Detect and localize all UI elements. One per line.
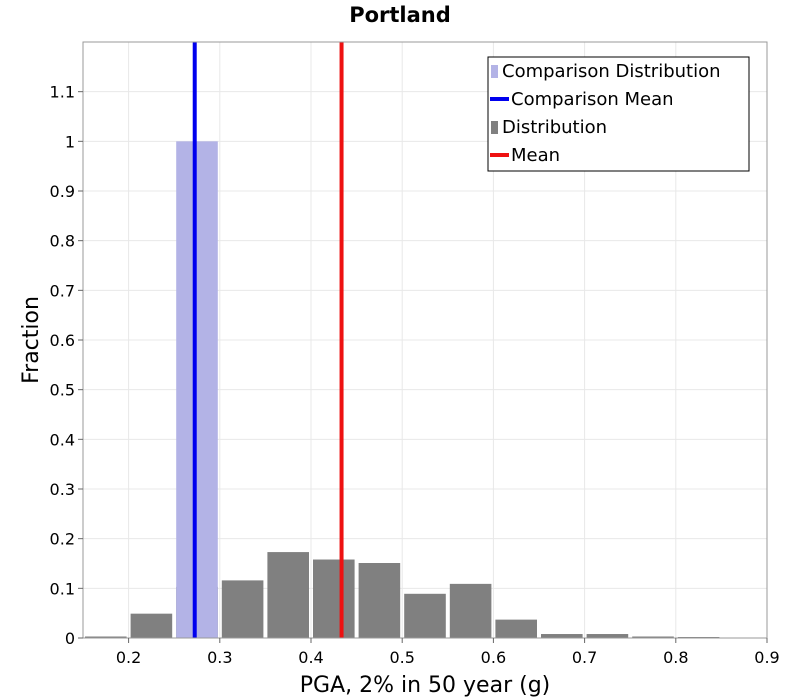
distribution-bar <box>130 613 173 638</box>
distribution-bar <box>541 634 583 638</box>
y-tick-label: 0.6 <box>50 331 75 350</box>
bars <box>85 141 765 639</box>
y-axis-label: Fraction <box>19 296 44 384</box>
x-tick-label: 0.2 <box>116 648 141 667</box>
comparison-mean-legend-label: Comparison Mean <box>511 89 674 110</box>
distribution-bar <box>221 580 264 638</box>
x-tick-label: 0.4 <box>298 648 323 667</box>
distribution-legend-label: Distribution <box>502 117 607 138</box>
comparison-distribution-bar <box>176 141 218 639</box>
y-tick-label: 0.7 <box>50 281 75 300</box>
distribution-bar <box>632 636 674 638</box>
y-tick-label: 0.8 <box>50 232 75 251</box>
x-tick-label: 0.6 <box>481 648 506 667</box>
x-tick-label: 0.7 <box>572 648 597 667</box>
distribution-bar <box>358 563 401 638</box>
y-tick-label: 0.5 <box>50 381 75 400</box>
mean-legend-label: Mean <box>511 145 560 166</box>
x-tick-label: 0.3 <box>207 648 232 667</box>
x-tick-label: 0.9 <box>754 648 779 667</box>
y-axis-ticks: 0 0.1 0.2 0.3 0.4 0.5 0.6 0.7 0.8 0.9 1 1.1 <box>50 83 83 648</box>
y-tick-label: 0 <box>65 629 75 648</box>
distribution-bar <box>404 593 446 638</box>
y-tick-label: 0.4 <box>50 430 75 449</box>
distribution-bar <box>267 552 309 638</box>
chart-title: Portland <box>349 3 451 27</box>
mean-lines <box>192 42 344 638</box>
legend-box <box>487 56 750 172</box>
distribution-bar <box>586 634 629 638</box>
x-axis-ticks: 0.2 0.3 0.4 0.5 0.6 0.7 0.8 0.9 <box>116 638 780 667</box>
distribution-legend-swatch <box>491 121 498 134</box>
distribution-bar <box>449 583 492 638</box>
y-tick-label: 0.3 <box>50 480 75 499</box>
y-tick-label: 0.2 <box>50 530 75 549</box>
y-tick-label: 1.1 <box>50 83 75 102</box>
distribution-bar <box>495 619 537 638</box>
comparison-distribution-legend-swatch <box>491 65 498 78</box>
comparison-distribution-legend-label: Comparison Distribution <box>502 61 721 82</box>
x-axis-label: PGA, 2% in 50 year (g) <box>300 673 551 698</box>
y-tick-label: 0.9 <box>50 182 75 201</box>
x-tick-label: 0.8 <box>663 648 688 667</box>
x-tick-label: 0.5 <box>389 648 414 667</box>
distribution-bar <box>313 559 355 638</box>
distribution-bar <box>85 636 127 638</box>
legend: Comparison Distribution Comparison Mean Di… <box>487 56 750 172</box>
y-tick-label: 0.1 <box>50 579 75 598</box>
y-tick-label: 1 <box>65 132 75 151</box>
